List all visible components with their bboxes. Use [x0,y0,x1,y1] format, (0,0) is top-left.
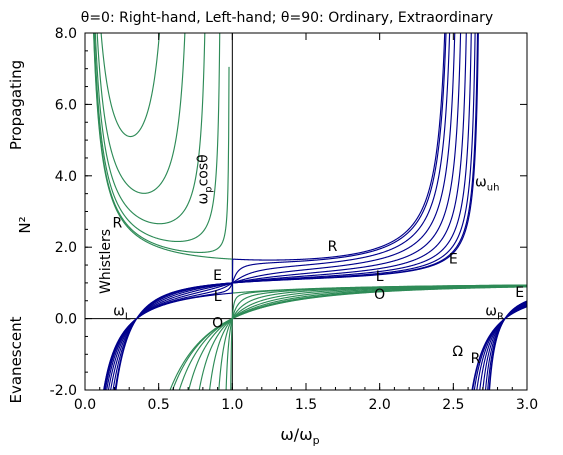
annotation-7: O [212,316,223,332]
y-tick-label-1: 0.0 [55,312,77,328]
curve-minus-9-0 [115,33,479,390]
annotation-2: L [376,269,384,285]
curve-minus-0-1 [471,306,527,390]
annotation-0: R [113,216,123,232]
curve-plus-0-0 [93,33,527,294]
curve-plus-2-0 [93,33,221,243]
annotation-15: ωpcosθ [195,154,214,204]
curve-plus-1-1 [230,284,527,390]
x-tick-label-2: 1.0 [221,397,243,413]
curve-minus-4-1 [479,304,527,390]
x-axis-label-sub: p [313,434,320,447]
y-tick-label-2: 2.0 [55,240,77,256]
annotation-4: E [213,268,222,284]
curve-minus-7-0 [112,33,476,390]
y-tick-label-5: 8.0 [55,26,77,42]
curve-minus-5-0 [107,33,467,390]
curve-plus-2-1 [225,284,527,390]
annotation-12-main: ω [485,304,497,320]
curve-plus-3-1 [218,284,527,390]
annotation-10-main: Ω [452,344,463,360]
x-tick-label-3: 1.5 [295,397,317,413]
x-tick-label-4: 2.0 [369,397,391,413]
annotation-12: ωR [485,304,504,323]
annotation-15-sub: p [203,186,214,192]
annotation-1-main: R [328,239,338,255]
curve-plus-7-1 [178,285,527,390]
annotation-14-main: Whistlers [98,229,114,294]
annotation-12-sub: R [497,312,504,323]
annotation-15-tail: cosθ [195,154,211,186]
annotation-13: ωuh [475,175,499,194]
x-tick-label-6: 3.0 [516,397,538,413]
annotation-13-main: ω [475,175,487,191]
annotation-8-main: E [515,285,524,301]
annotation-9: R [471,351,481,367]
curve-minus-1-1 [472,306,527,390]
curve-plus-1-0 [93,33,230,253]
y-axis-label-group: N² Propagating Evanescent [7,60,34,404]
curve-minus-2-1 [473,305,527,390]
annotation-9-main: R [471,351,481,367]
annotation-11-sub: L [125,312,131,323]
annotation-7-main: O [212,316,223,332]
x-tick-label-0: 0.0 [74,397,96,413]
curve-plus-3-0 [94,33,206,225]
annotation-15-main: ω [195,193,211,205]
y-tick-label-4: 6.0 [55,97,77,113]
annotation-5: L [214,289,222,305]
x-axis-label: ω/ωp [280,425,319,447]
annotation-4-main: E [213,268,222,284]
curve-plus-9-0 [169,286,527,390]
annotation-6: O [374,287,385,303]
y-tick-label-3: 4.0 [55,169,77,185]
annotation-3-main: E [449,251,458,267]
x-axis-label-main: ω/ω [280,425,312,444]
curve-plus-6-1 [188,285,527,390]
curve-plus-5-0 [100,33,161,138]
annotation-13-sub: uh [487,183,500,194]
curve-minus-6-0 [110,33,472,390]
curve-minus-4-0 [106,33,462,390]
curve-plus-4-0 [96,33,186,194]
curve-plus-8-0 [171,286,527,390]
curve-minus-9-1 [488,300,527,390]
annotation-5-main: L [214,289,222,305]
annotation-3: E [449,251,458,267]
chart-title: θ=0: Right-hand, Left-hand; θ=90: Ordina… [81,10,493,26]
annotation-10: Ω [452,344,463,360]
y-axis-label: N² [16,216,34,233]
annotation-14: Whistlers [98,229,114,294]
annotation-0-main: R [113,216,123,232]
annotation-1: R [328,239,338,255]
x-tick-label-1: 0.5 [148,397,170,413]
y-tick-label-0: -2.0 [50,383,77,399]
curve-minus-0-0 [103,33,446,390]
axes: 0.0 0.5 1.0 1.5 2.0 2.5 3.0-2.00.02.04.06.08.0 [50,26,538,413]
annotation-2-main: L [376,269,384,285]
annotation-11-main: ω [113,304,125,320]
region-label-evanescent: Evanescent [7,316,25,403]
plot-area [85,33,527,390]
curve-minus-1-0 [103,33,447,390]
region-label-propagating: Propagating [7,60,25,150]
curve-minus-2-0 [103,33,451,390]
annotation-11: ωL [113,304,131,323]
annotation-6-main: O [374,287,385,303]
x-tick-label-5: 2.5 [442,397,464,413]
annotation-8: E [515,285,524,301]
curve-minus-3-0 [104,33,456,390]
